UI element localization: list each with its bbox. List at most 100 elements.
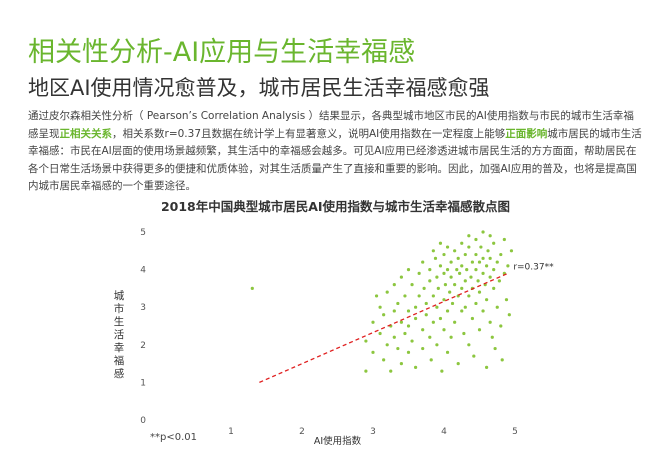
- data-point: [378, 305, 382, 309]
- highlight-positive-impact: 正面影响: [505, 127, 548, 140]
- data-point: [440, 369, 444, 373]
- data-point: [414, 305, 418, 309]
- data-point: [396, 301, 400, 306]
- data-point: [479, 245, 483, 249]
- data-point: [502, 237, 506, 242]
- data-point: [382, 358, 386, 362]
- data-point: [250, 286, 254, 290]
- data-point: [488, 234, 492, 238]
- data-point: [406, 268, 411, 272]
- data-point: [442, 252, 446, 257]
- x-tick-label: 3: [370, 427, 376, 437]
- data-point: [504, 298, 509, 302]
- data-point: [469, 275, 473, 279]
- data-point: [481, 256, 485, 260]
- data-point: [492, 241, 496, 245]
- data-point: [474, 237, 478, 242]
- data-point: [445, 350, 450, 354]
- data-point: [436, 286, 440, 290]
- data-point: [470, 316, 474, 321]
- page-subtitle: 地区AI使用情况愈普及，城市居民生活幸福感愈强: [28, 76, 490, 100]
- data-point: [477, 260, 482, 264]
- y-tick-label: 3: [140, 303, 146, 313]
- data-point: [406, 309, 411, 313]
- data-point: [414, 316, 418, 321]
- y-tick-label: 0: [140, 416, 146, 426]
- data-point: [477, 328, 482, 332]
- data-point: [463, 305, 467, 309]
- data-point: [476, 279, 480, 283]
- data-point: [458, 271, 462, 275]
- data-point: [442, 328, 446, 332]
- data-point: [378, 331, 382, 336]
- data-point: [428, 279, 432, 283]
- data-point: [421, 260, 425, 264]
- data-point: [445, 245, 450, 249]
- data-point: [453, 249, 457, 253]
- paragraph-text-1: 通过皮尔森相关性分析（ Pearson’s Correlation Analys…: [28, 110, 634, 140]
- x-tick-label: 5: [512, 427, 518, 437]
- data-point: [495, 305, 499, 309]
- analysis-paragraph: 通过皮尔森相关性分析（ Pearson’s Correlation Analys…: [28, 108, 643, 196]
- data-point: [499, 252, 503, 257]
- data-point: [382, 313, 386, 317]
- data-point: [460, 264, 464, 268]
- data-point: [392, 283, 396, 287]
- data-point: [445, 309, 450, 313]
- data-point: [449, 260, 453, 264]
- trendline: [259, 272, 509, 383]
- data-point: [422, 286, 426, 290]
- data-point: [399, 320, 403, 324]
- data-point: [467, 294, 471, 298]
- x-tick-label: 4: [441, 427, 447, 437]
- data-point: [374, 294, 379, 298]
- y-tick-label: 1: [140, 378, 146, 388]
- data-point: [435, 343, 439, 347]
- data-point: [424, 313, 428, 317]
- data-point: [453, 283, 457, 287]
- x-axis-label: AI使用指数: [314, 435, 362, 447]
- data-point: [500, 358, 504, 362]
- data-point: [442, 271, 446, 275]
- data-point: [453, 320, 457, 324]
- y-axis-label: 城市生活幸福感: [113, 290, 125, 380]
- points-layer: [250, 230, 514, 373]
- data-point: [435, 305, 439, 309]
- data-point: [385, 290, 389, 294]
- data-point: [481, 309, 485, 313]
- data-point: [431, 294, 435, 298]
- data-point: [481, 230, 485, 234]
- data-point: [435, 275, 439, 279]
- data-point: [438, 241, 443, 245]
- data-point: [431, 320, 435, 324]
- data-point: [463, 279, 467, 283]
- data-point: [485, 264, 489, 268]
- y-tick-label: 4: [140, 266, 146, 276]
- data-point: [486, 249, 490, 253]
- data-point: [474, 268, 478, 272]
- data-point: [417, 271, 421, 275]
- data-point: [449, 275, 453, 279]
- data-point: [460, 309, 464, 313]
- data-point: [462, 331, 466, 336]
- data-point: [410, 283, 414, 287]
- y-ticks: 0 1 2 3 4 5: [140, 228, 146, 426]
- data-point: [450, 301, 455, 306]
- x-tick-label: 2: [299, 427, 305, 437]
- y-tick-label: 5: [140, 228, 146, 238]
- data-point: [406, 324, 411, 328]
- x-ticks: 1 2 3 4 5: [228, 427, 518, 437]
- data-point: [399, 362, 403, 366]
- data-point: [438, 264, 443, 268]
- data-point: [429, 358, 433, 362]
- data-point: [431, 249, 435, 253]
- chart-title: 2018年中国典型城市居民AI使用指数与城市生活幸福感散点图: [160, 199, 511, 214]
- data-point: [421, 346, 425, 351]
- data-point: [428, 335, 432, 339]
- data-point: [406, 350, 411, 354]
- data-point: [488, 275, 492, 279]
- data-point: [428, 268, 432, 272]
- x-tick-label: 1: [228, 427, 234, 437]
- data-point: [371, 350, 375, 354]
- highlight-positive-correlation: 正相关关系: [59, 127, 113, 140]
